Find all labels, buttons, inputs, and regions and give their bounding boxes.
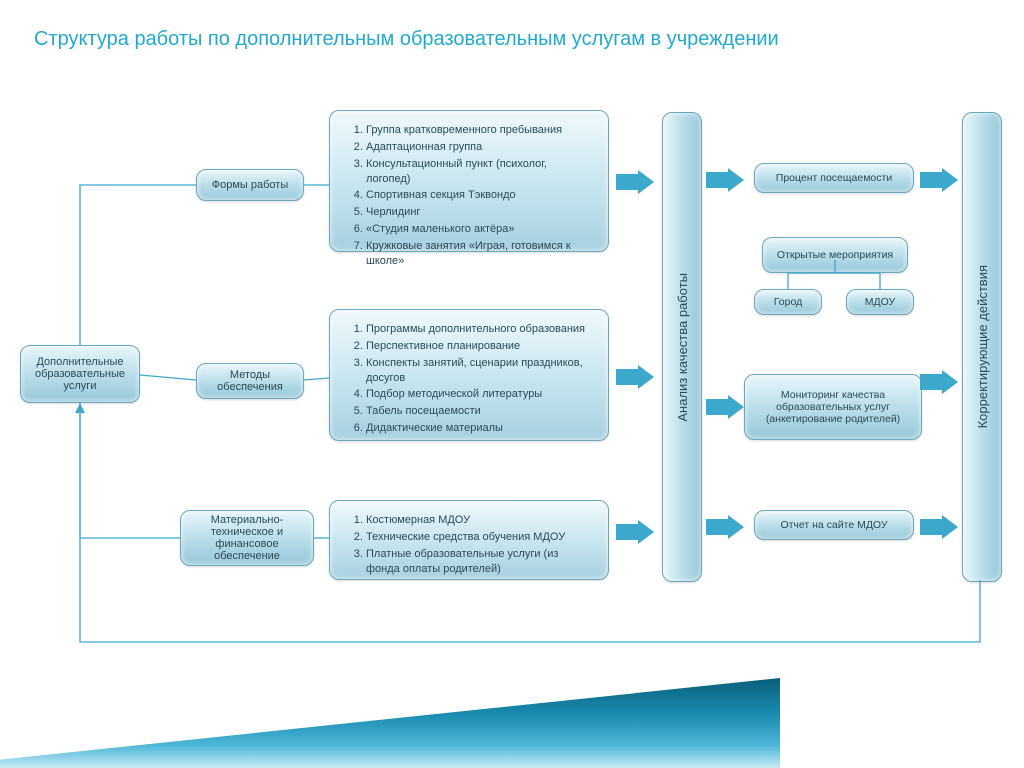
arrow-8: [920, 370, 1024, 520]
arrow-9: [920, 515, 1024, 665]
arrow-7: [920, 168, 1024, 318]
